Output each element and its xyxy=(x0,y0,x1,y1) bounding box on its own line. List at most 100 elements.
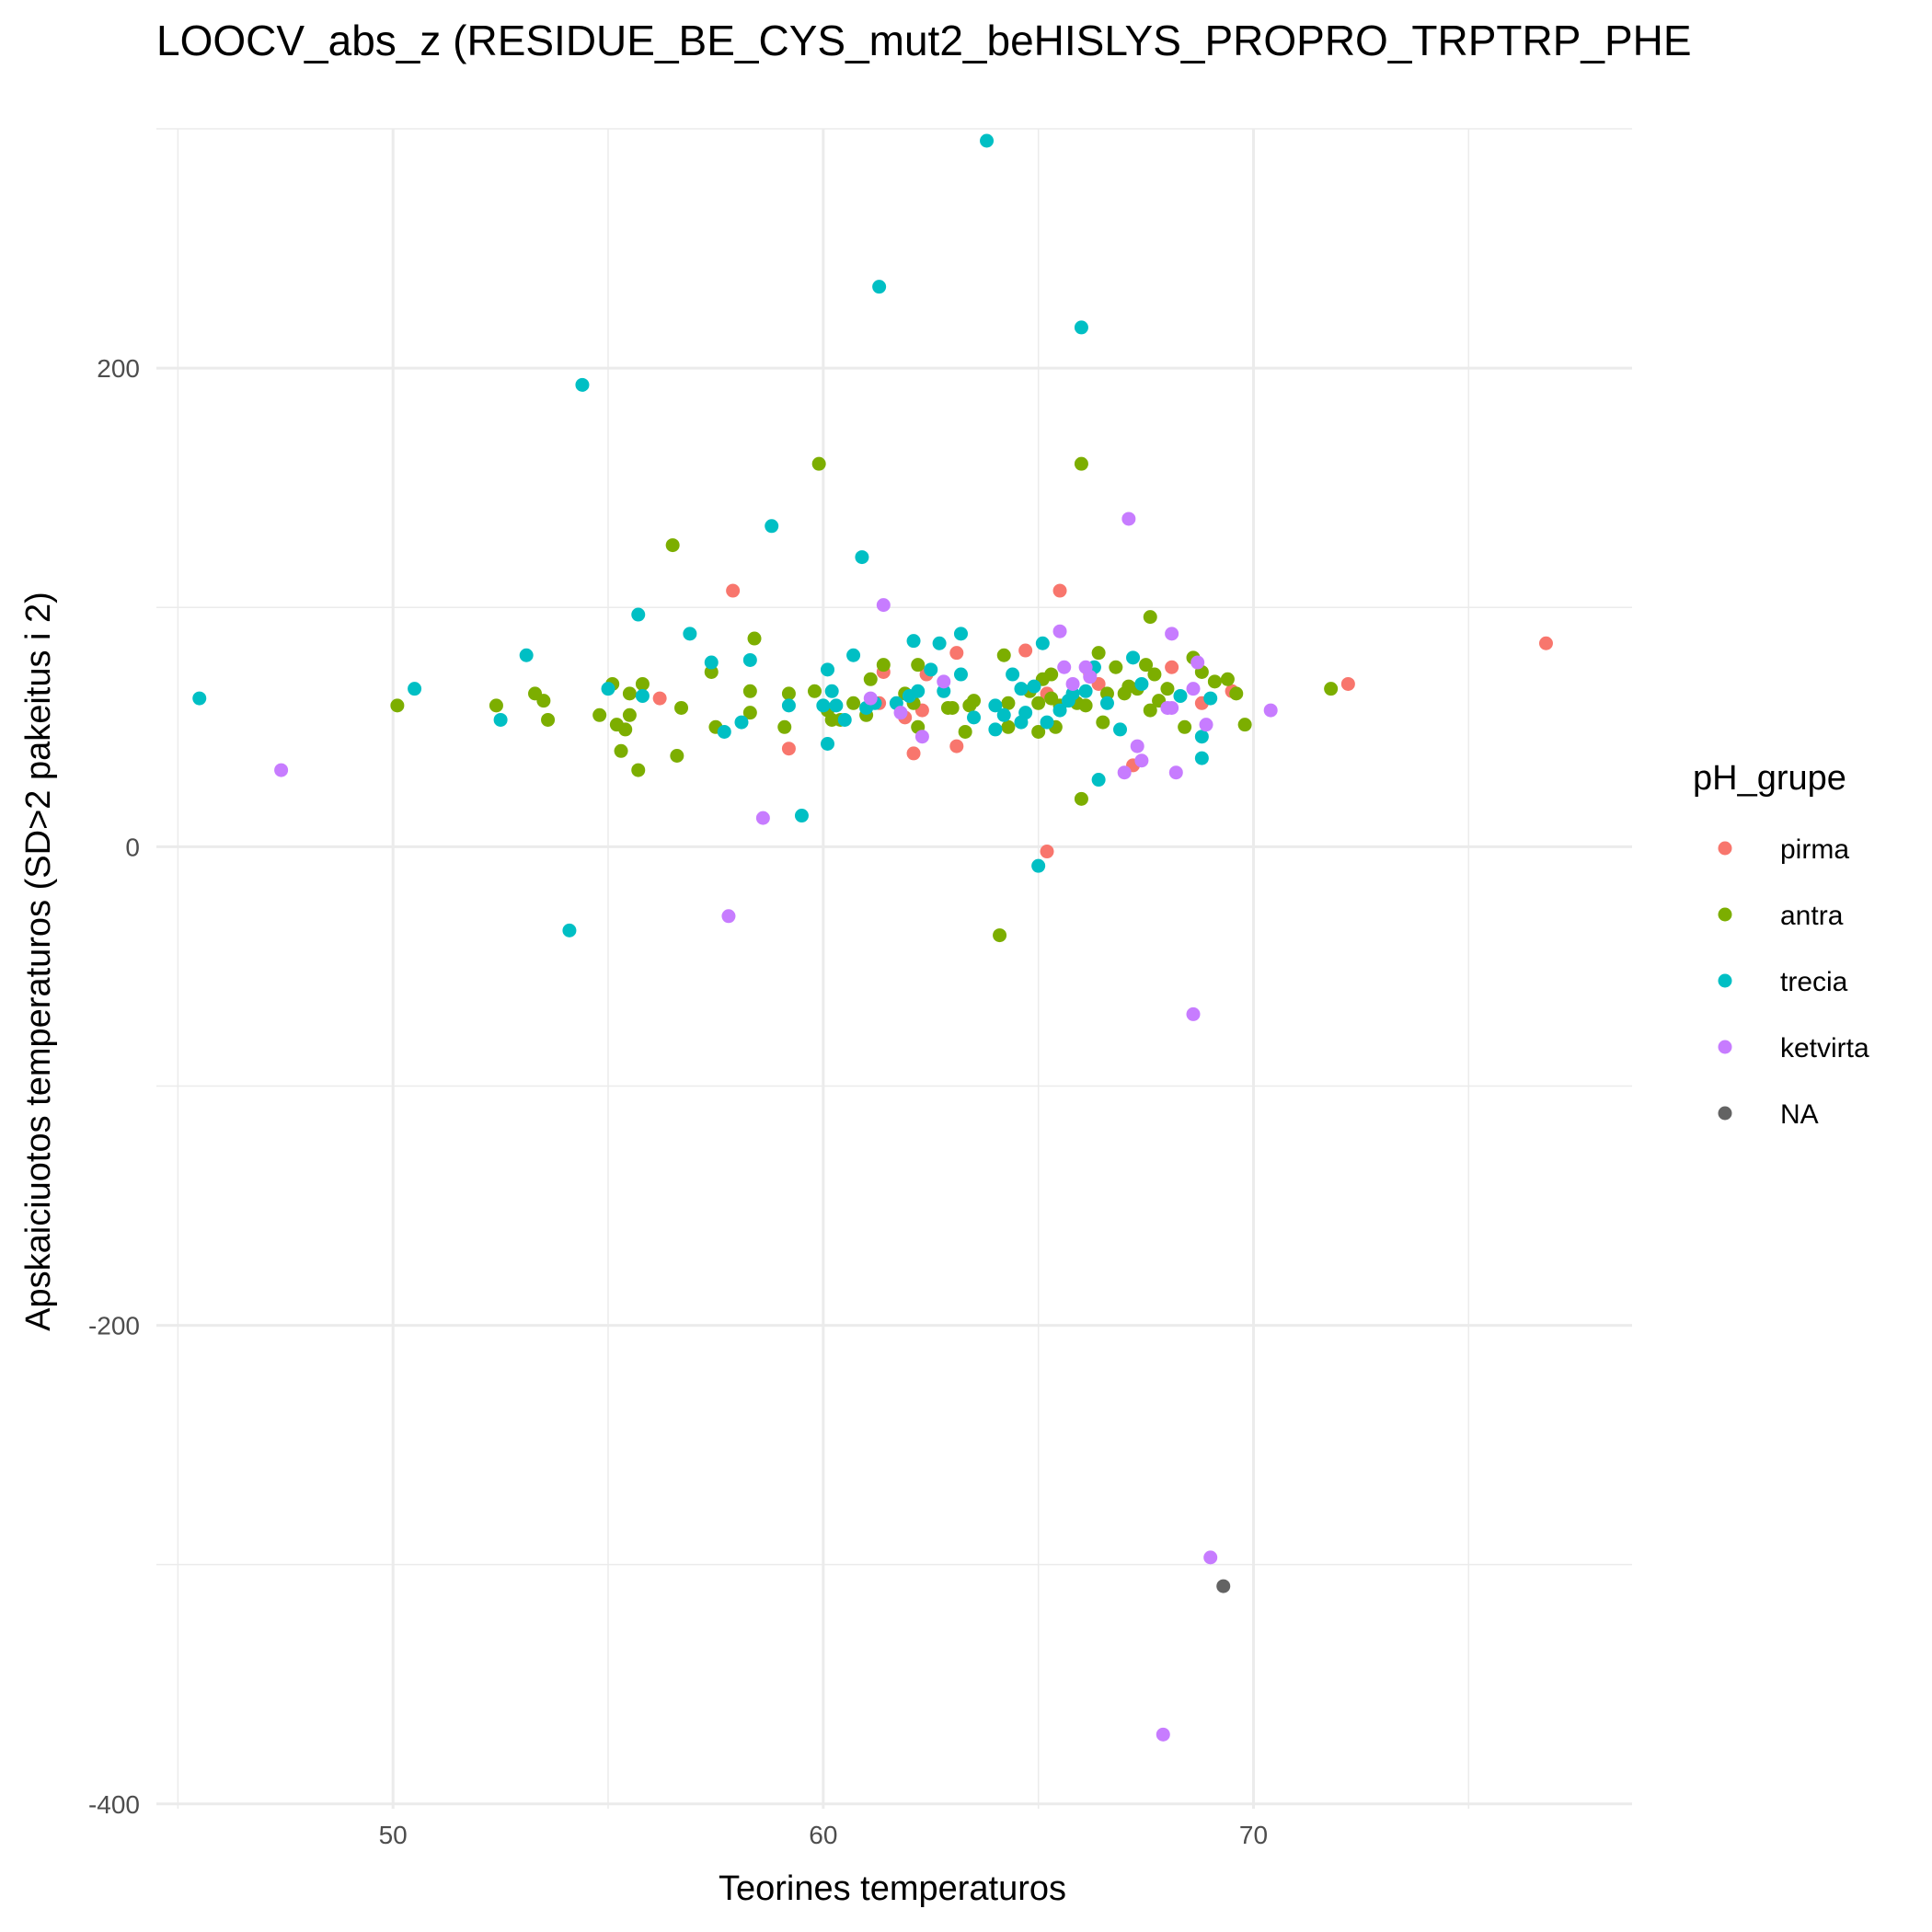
data-point xyxy=(1099,696,1114,710)
data-point xyxy=(1229,686,1244,701)
data-point xyxy=(1216,1579,1231,1593)
data-point xyxy=(988,722,1003,737)
legend-key xyxy=(1718,1106,1732,1121)
data-point xyxy=(742,684,757,698)
data-point xyxy=(996,648,1011,662)
data-point xyxy=(958,724,972,739)
data-point xyxy=(1074,791,1088,806)
data-point xyxy=(622,707,637,722)
data-point xyxy=(1052,624,1067,638)
data-point xyxy=(988,698,1003,713)
data-point xyxy=(1109,660,1123,674)
data-point xyxy=(390,698,405,713)
data-point xyxy=(1199,718,1213,732)
legend: pH_grupe pirma antra trecia ketvirta NA xyxy=(1693,759,1869,1130)
legend-title: pH_grupe xyxy=(1693,759,1846,798)
data-point xyxy=(1065,686,1080,701)
data-point xyxy=(967,694,982,708)
legend-key xyxy=(1718,907,1732,922)
data-point xyxy=(829,698,844,713)
data-point xyxy=(811,456,826,471)
data-point xyxy=(1074,456,1088,471)
y-tick-label: 200 xyxy=(97,354,140,383)
data-point xyxy=(652,691,667,706)
data-point xyxy=(967,710,982,725)
data-point xyxy=(1014,715,1029,730)
data-point xyxy=(1078,684,1093,698)
data-point xyxy=(821,736,835,751)
data-point xyxy=(1165,627,1179,641)
data-point xyxy=(601,682,615,696)
data-point xyxy=(1538,636,1553,650)
data-point xyxy=(742,652,757,667)
data-point xyxy=(807,684,822,698)
data-point xyxy=(821,662,835,677)
data-point xyxy=(1139,658,1154,673)
data-point xyxy=(614,743,628,758)
data-point xyxy=(1126,650,1141,665)
data-point xyxy=(1001,696,1016,710)
data-point xyxy=(765,519,779,534)
data-point xyxy=(1018,643,1033,658)
data-point xyxy=(1031,858,1046,873)
data-point xyxy=(1173,688,1188,703)
data-point xyxy=(1065,676,1080,691)
data-point xyxy=(1035,636,1050,650)
data-point xyxy=(1078,698,1093,713)
data-point xyxy=(1091,646,1106,661)
data-point xyxy=(519,648,534,662)
data-point xyxy=(1186,682,1201,696)
legend-key xyxy=(1718,1040,1732,1054)
data-point xyxy=(1156,1727,1170,1742)
data-point xyxy=(192,691,207,706)
data-point xyxy=(717,724,731,739)
data-points xyxy=(192,133,1553,1742)
y-tick-label: 0 xyxy=(125,833,140,861)
data-point xyxy=(816,698,831,713)
data-point xyxy=(1117,765,1132,780)
data-point xyxy=(876,658,891,673)
data-point xyxy=(1027,679,1041,694)
data-point xyxy=(704,655,719,670)
data-point xyxy=(781,698,796,713)
data-point xyxy=(274,763,289,777)
data-point xyxy=(794,809,809,823)
x-tick-label: 50 xyxy=(379,1821,408,1849)
data-point xyxy=(781,742,796,756)
chart-title: LOOCV_abs_z (RESIDUE_BE_CYS_mut2_beHISLY… xyxy=(156,17,1692,64)
data-point xyxy=(911,684,926,698)
data-point xyxy=(924,662,938,677)
data-point xyxy=(949,646,964,661)
data-point xyxy=(855,550,869,565)
data-point xyxy=(1263,703,1278,718)
data-point xyxy=(635,676,650,691)
data-point xyxy=(932,636,947,650)
data-point xyxy=(1207,674,1222,689)
y-tick-label: -200 xyxy=(88,1312,140,1340)
data-point xyxy=(914,730,929,744)
data-point xyxy=(1134,676,1149,691)
legend-label: NA xyxy=(1780,1099,1819,1130)
data-point xyxy=(996,707,1011,722)
y-axis-title: Apskaiciuotos temperaturos (SD>2 pakeitu… xyxy=(19,592,58,1331)
data-point xyxy=(1203,1550,1218,1565)
data-point xyxy=(742,706,757,720)
data-point xyxy=(949,739,964,753)
data-point xyxy=(1220,672,1235,686)
data-point xyxy=(408,682,422,696)
data-point xyxy=(1165,660,1179,674)
data-point xyxy=(683,627,697,641)
data-point xyxy=(1031,724,1046,739)
data-point xyxy=(1324,682,1339,696)
data-point xyxy=(536,694,551,708)
legend-label: antra xyxy=(1780,901,1844,931)
data-point xyxy=(541,712,556,727)
data-point xyxy=(726,583,741,598)
data-point xyxy=(747,631,762,646)
data-point xyxy=(937,674,951,689)
data-point xyxy=(1194,730,1209,744)
data-point xyxy=(876,598,891,613)
data-point xyxy=(953,627,968,641)
data-point xyxy=(893,706,908,720)
